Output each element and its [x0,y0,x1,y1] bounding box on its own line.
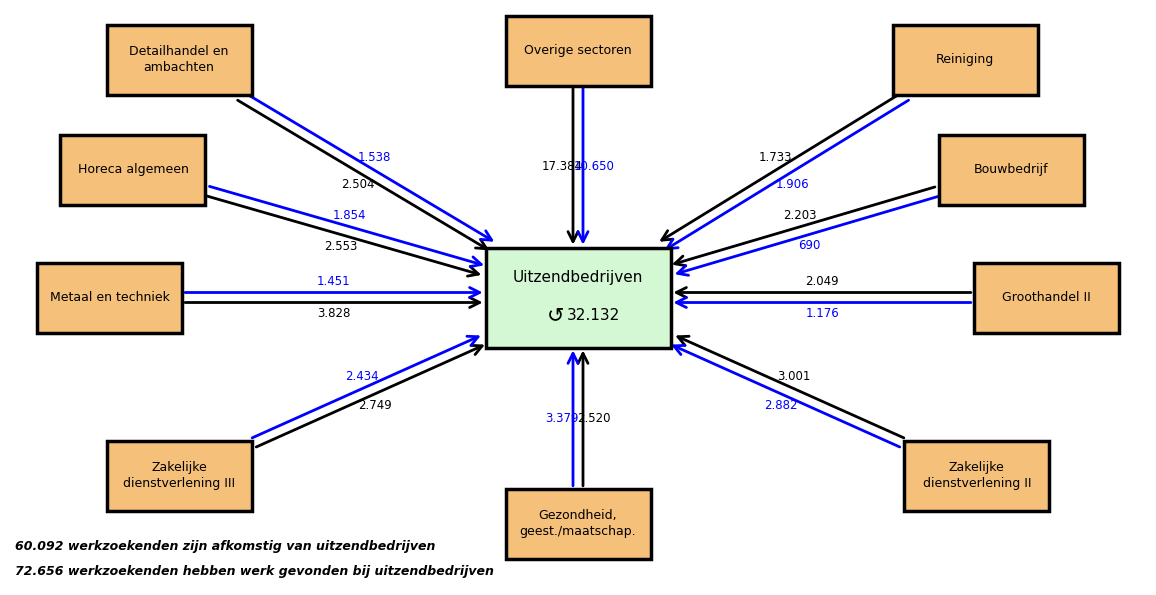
Text: ↺: ↺ [547,305,565,325]
Bar [973,262,1119,333]
Text: Zakelijke
dienstverlening II: Zakelijke dienstverlening II [922,462,1031,490]
Text: 1.854: 1.854 [333,209,366,222]
Text: Uitzendbedrijven: Uitzendbedrijven [513,270,643,285]
Text: 17.384: 17.384 [541,160,583,173]
Text: 3.379: 3.379 [546,412,579,425]
Text: 1.538: 1.538 [357,151,391,164]
Text: 32.132: 32.132 [566,308,620,323]
Text: 3.828: 3.828 [317,307,350,320]
Text: 1.176: 1.176 [806,307,839,320]
Text: 2.049: 2.049 [806,275,839,288]
Text: Zakelijke
dienstverlening III: Zakelijke dienstverlening III [124,462,235,490]
Text: 2.749: 2.749 [358,399,392,412]
Text: 2.520: 2.520 [577,412,610,425]
Text: 1.451: 1.451 [317,275,350,288]
Bar [505,15,651,86]
Bar [939,134,1084,205]
Text: Metaal en techniek: Metaal en techniek [50,291,170,304]
Text: Reiniging: Reiniging [936,53,994,66]
Text: 3.001: 3.001 [777,370,810,383]
Text: 2.882: 2.882 [764,399,798,412]
Text: 72.656 werkzoekenden hebben werk gevonden bij uitzendbedrijven: 72.656 werkzoekenden hebben werk gevonde… [15,565,494,578]
Text: Groothandel II: Groothandel II [1002,291,1090,304]
Text: Detailhandel en
ambachten: Detailhandel en ambachten [129,45,229,74]
Text: 2.504: 2.504 [341,178,375,191]
Text: Bouwbedrijf: Bouwbedrijf [975,163,1048,176]
Bar [904,441,1050,511]
Text: 10.650: 10.650 [573,160,615,173]
Text: 2.434: 2.434 [346,370,379,383]
Bar [892,24,1038,95]
Text: 1.733: 1.733 [758,151,792,164]
Bar [486,248,670,347]
Text: 2.553: 2.553 [325,240,357,252]
Text: Overige sectoren: Overige sectoren [524,44,632,57]
Text: 2.203: 2.203 [784,209,817,222]
Bar [60,134,206,205]
Bar [106,24,252,95]
Text: Gezondheid,
geest./maatschap.: Gezondheid, geest./maatschap. [520,509,636,538]
Text: 1.906: 1.906 [776,178,809,191]
Text: 60.092 werkzoekenden zijn afkomstig van uitzendbedrijven: 60.092 werkzoekenden zijn afkomstig van … [15,540,436,553]
Bar [505,488,651,559]
Bar [37,262,183,333]
Text: 690: 690 [798,239,821,252]
Bar [106,441,252,511]
Text: Horeca algemeen: Horeca algemeen [77,163,188,176]
